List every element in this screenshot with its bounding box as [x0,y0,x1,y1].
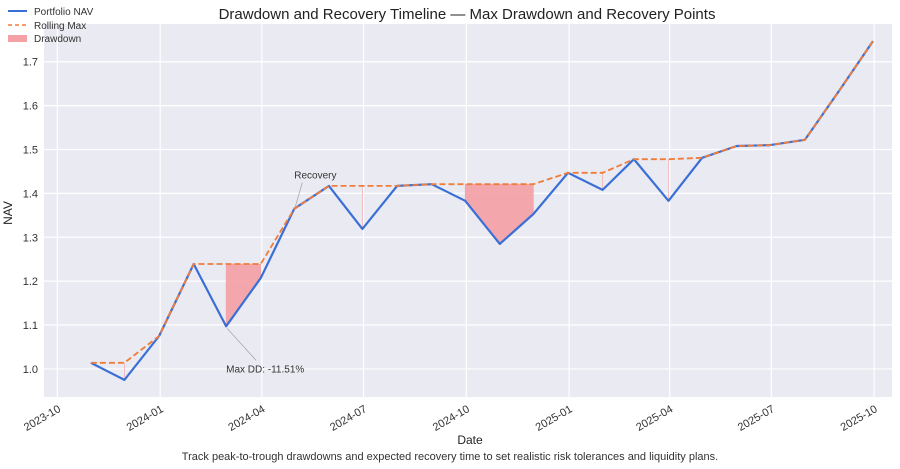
y-axis-ticks: 1.0 1.1 1.2 1.3 1.4 1.5 1.6 1.7 [23,57,38,376]
y-tick-label: 1.4 [23,188,38,200]
x-tick-label: 2024-10 [431,403,472,434]
y-tick-label: 1.1 [23,320,38,332]
chart-title: Drawdown and Recovery Timeline — Max Dra… [219,6,716,23]
recovery-arrow [294,182,303,207]
y-tick-label: 1.7 [23,57,38,69]
x-axis-ticks: 2023-10 2024-01 2024-04 2024-07 2024-10 2025-… [22,403,880,434]
legend-nav-label: Portfolio NAV [34,7,94,18]
y-tick-label: 1.0 [23,364,38,376]
x-tick-label: 2025-01 [534,403,575,434]
annotations: Recovery Max DD: -11.51% [226,171,336,376]
legend-drawdown-label: Drawdown [34,34,81,45]
x-tick-label: 2025-07 [736,403,777,434]
y-tick-label: 1.6 [23,101,38,113]
x-tick-label: 2024-04 [226,403,267,434]
x-tick-label: 2025-10 [839,403,880,434]
max-drawdown-arrow [226,328,257,361]
x-axis-label: Date [457,433,483,447]
max-drawdown-annotation: Max DD: -11.51% [226,364,304,375]
plot-area [44,24,892,397]
recovery-annotation: Recovery [294,171,336,182]
x-tick-label: 2023-10 [22,403,63,434]
legend-drawdown-swatch [8,35,27,42]
chart-subtitle: Track peak-to-trough drawdowns and expec… [182,451,718,463]
legend: Portfolio NAV Rolling Max Drawdown [8,7,94,45]
y-tick-label: 1.2 [23,276,38,288]
legend-rolling-max-label: Rolling Max [34,21,86,32]
series-rolling-max-line [90,40,874,364]
y-axis-label: NAV [1,201,15,225]
y-tick-label: 1.3 [23,232,38,244]
x-tick-label: 2024-07 [328,403,369,434]
x-tick-label: 2025-04 [634,403,675,434]
y-tick-label: 1.5 [23,145,38,157]
x-tick-label: 2024-01 [125,403,166,434]
